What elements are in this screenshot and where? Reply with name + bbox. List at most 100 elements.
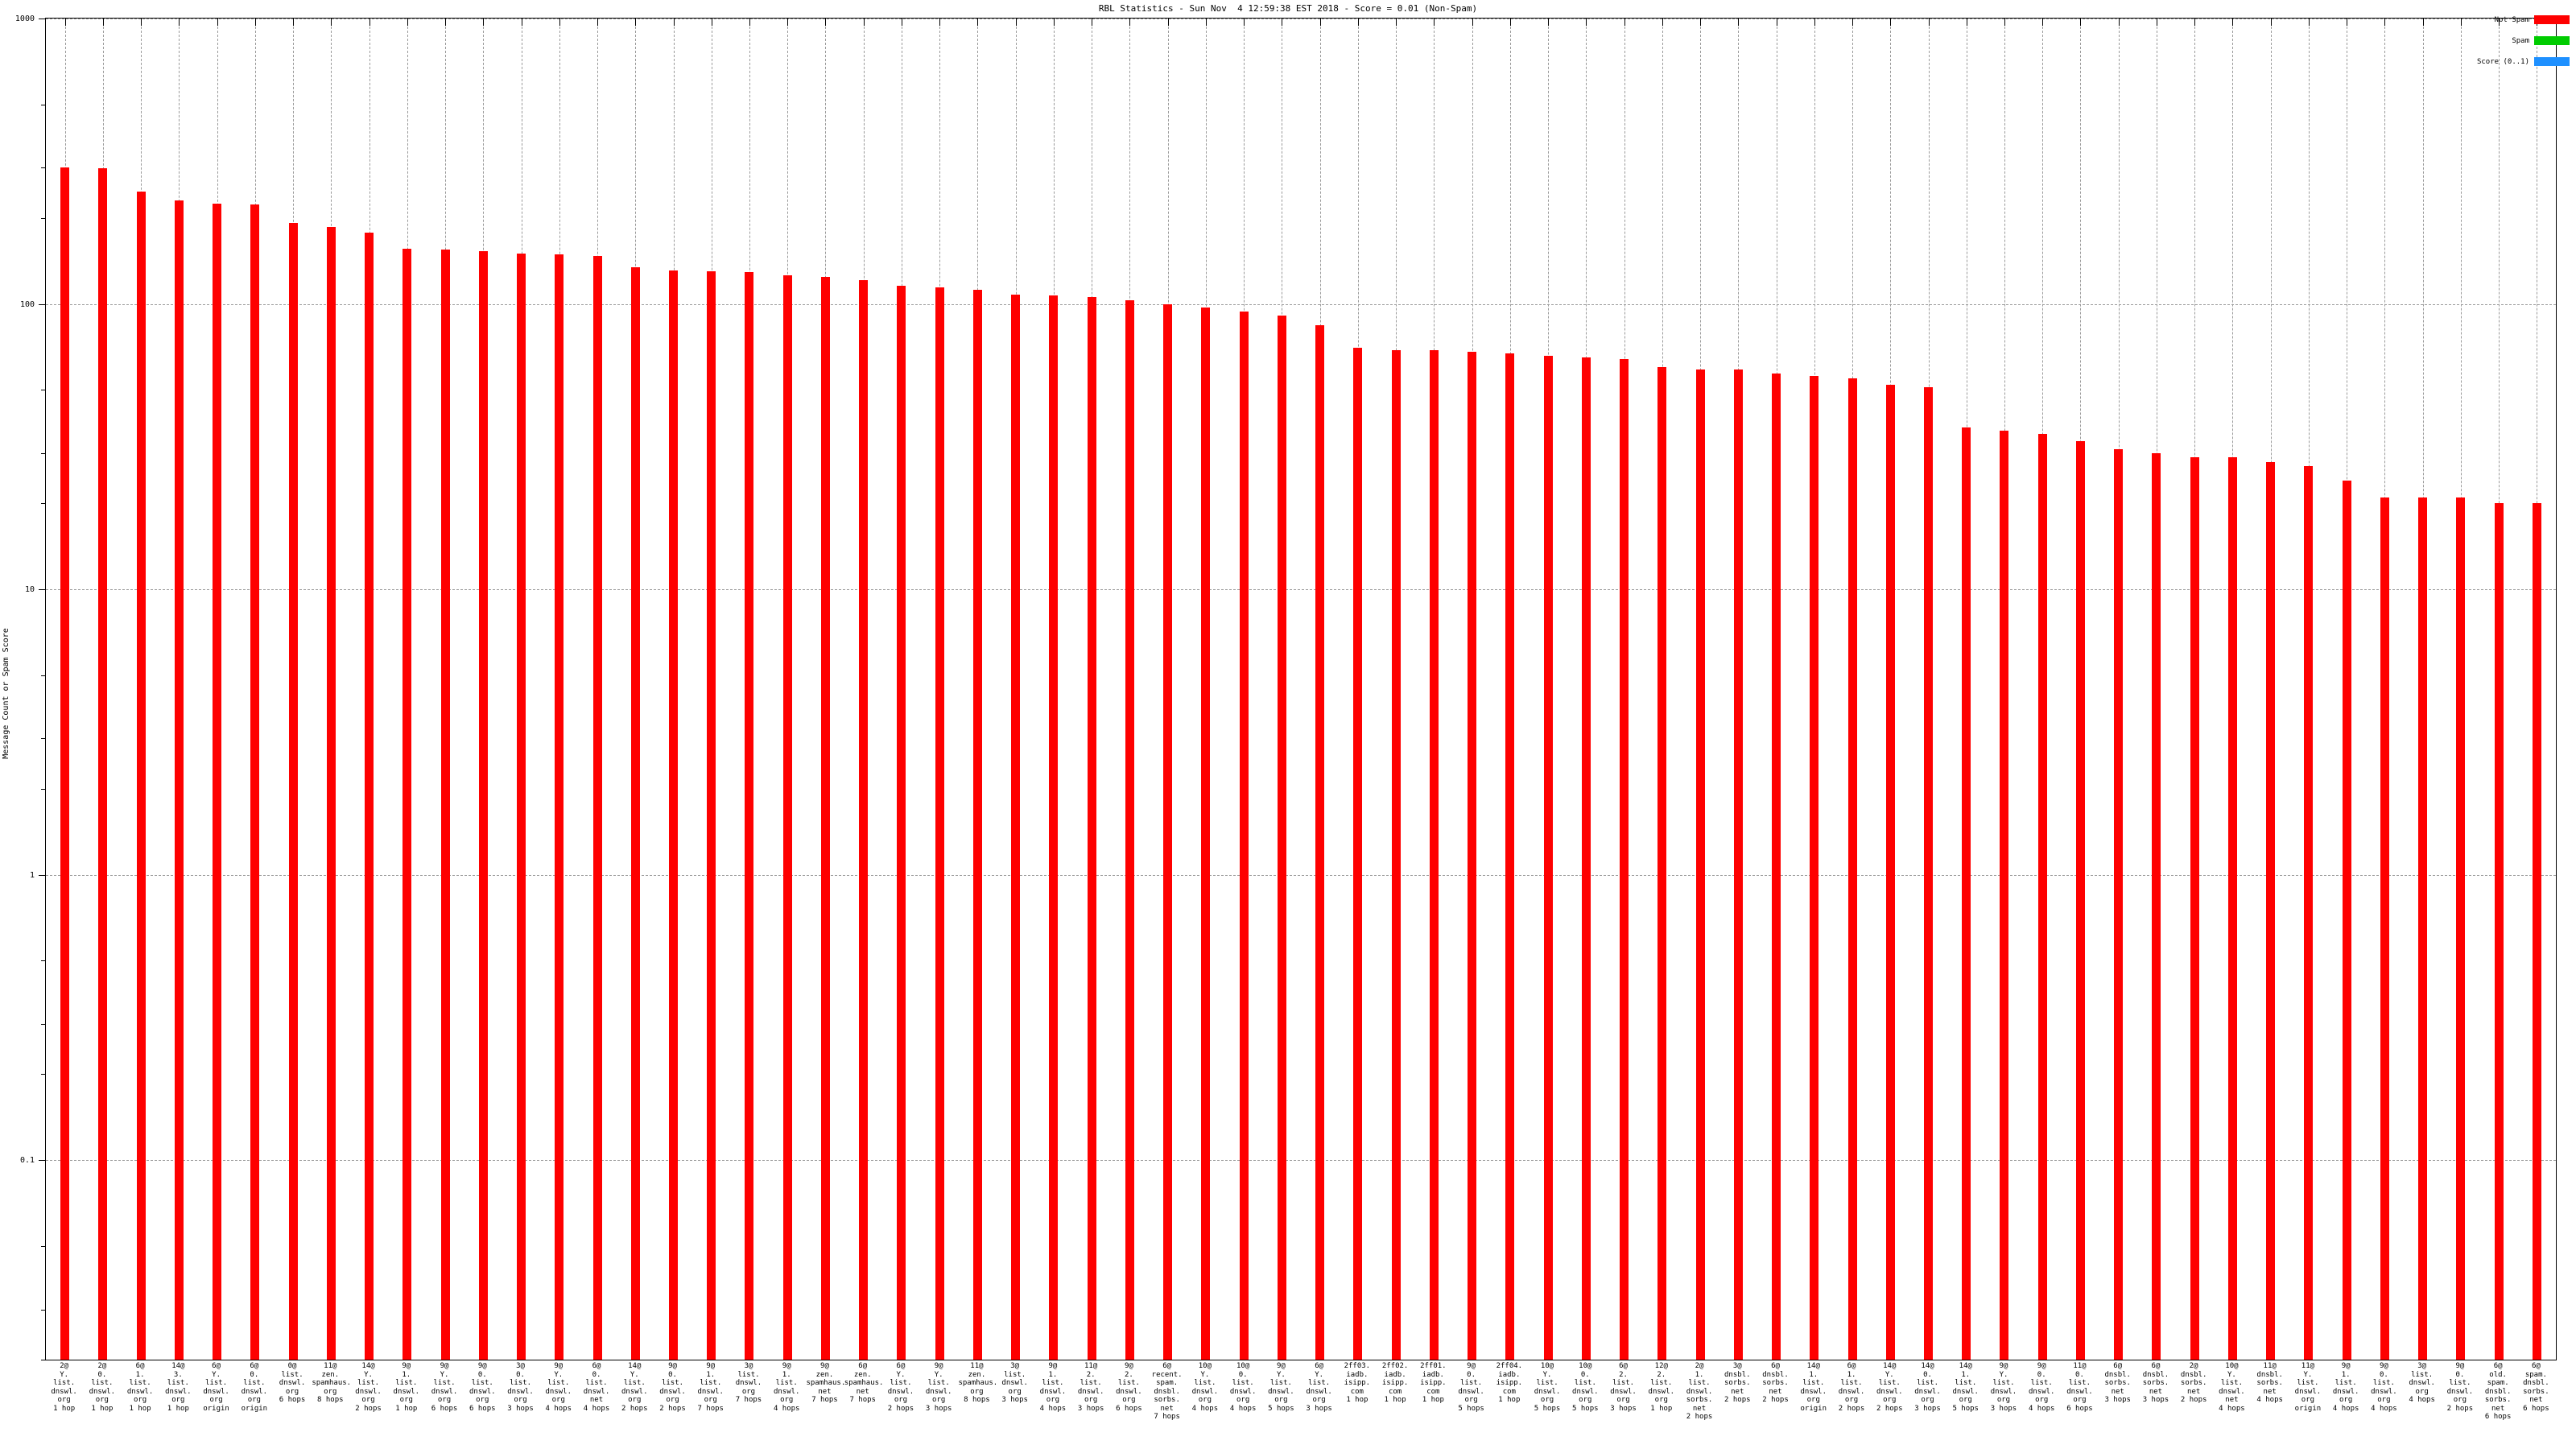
x-axis-tick-top (1396, 19, 1397, 26)
x-axis-tick-top (2270, 19, 2272, 26)
x-axis-tick-label: 9@ 0. list. dnswl. org 4 hops (2371, 1362, 2397, 1413)
x-axis-tick-label: 6@ Y. list. dnswl. org 3 hops (1306, 1362, 1332, 1413)
bar (288, 223, 298, 1360)
grid-line-horizontal (46, 874, 2556, 876)
x-axis-tick-label: 11@ 0. list. dnswl. org 6 hops (2066, 1362, 2093, 1413)
y-axis-tick (39, 303, 46, 305)
bar (2190, 457, 2199, 1360)
bar (1620, 359, 1629, 1360)
x-axis-tick-label: 3@ list. dnswl. org 7 hops (735, 1362, 762, 1404)
x-axis-tick-top (217, 19, 218, 26)
bar (1353, 348, 1363, 1360)
x-axis-tick-top (483, 19, 485, 26)
x-axis-tick-top (939, 19, 941, 26)
y-axis-minor-tick (41, 1245, 46, 1247)
grid-line-horizontal (46, 589, 2556, 591)
x-axis-tick-label: 6@ Y. list. dnswl. org origin (203, 1362, 229, 1413)
x-axis-tick-top (102, 19, 104, 26)
bar (1391, 349, 1401, 1360)
x-axis-tick-label: 10@ Y. list. dnswl. org 4 hops (1191, 1362, 1219, 1413)
bar (1581, 357, 1591, 1360)
bar (517, 254, 526, 1360)
bar (1847, 378, 1857, 1360)
x-axis-tick-top (1586, 19, 1587, 26)
x-axis-tick-label: 9@ 0. list. dnswl. org 4 hops (2028, 1362, 2055, 1413)
bar (1543, 355, 1553, 1360)
legend-label: Spam (2512, 36, 2529, 45)
bar (782, 275, 792, 1360)
x-axis-tick-label: 14@ Y. list. dnswl. org 2 hops (355, 1362, 382, 1413)
grid-line-horizontal (46, 303, 2556, 305)
x-axis-tick-label: 14@ 3. list. dnswl. org 1 hop (165, 1362, 192, 1413)
x-axis-tick-top (1700, 19, 1702, 26)
bar (1468, 351, 1477, 1360)
x-axis-tick-label: 9@ 1. list. dnswl. org 7 hops (697, 1362, 724, 1413)
x-axis-tick-label: 6@ dnsbl. sorbs. net 2 hops (1762, 1362, 1789, 1404)
bar (555, 254, 564, 1360)
bar (1315, 325, 1325, 1360)
x-axis-tick-label: 9@ Y. list. dnswl. org 5 hops (1268, 1362, 1294, 1413)
x-axis-tick-top (2308, 19, 2310, 26)
y-axis-tick-label: 100 (19, 299, 35, 309)
x-axis-tick-top (1738, 19, 1740, 26)
bar (1695, 369, 1705, 1360)
x-axis-tick-top (977, 19, 979, 26)
x-axis-tick-label: 2@ 0. list. dnswl. org 1 hop (89, 1362, 116, 1413)
legend-label: Score (0..1) (2476, 57, 2529, 66)
x-axis-tick-top (179, 19, 180, 26)
y-axis-minor-tick (41, 503, 46, 505)
x-axis-tick-label: 2ff04. iadb. isipp. com 1 hop (1496, 1362, 1523, 1404)
x-axis-tick-top (825, 19, 827, 26)
bar (2114, 448, 2124, 1360)
bar (326, 227, 336, 1360)
bar (2342, 481, 2351, 1360)
bar (1163, 303, 1173, 1360)
x-axis-tick-label: 11@ zen. spamhaus. org 8 hops (958, 1362, 998, 1404)
bar (1201, 308, 1211, 1360)
x-axis-tick-label: 10@ 0. list. dnswl. org 4 hops (1229, 1362, 1257, 1413)
bar (592, 256, 602, 1360)
bar (630, 267, 640, 1360)
x-axis-tick-top (787, 19, 789, 26)
y-axis-tick-label: 1 (29, 870, 35, 880)
x-axis-tick-label: 14@ Y. list. dnswl. org 2 hops (621, 1362, 648, 1413)
x-axis-tick-label: 3@ list. dnswl. org 3 hops (1001, 1362, 1028, 1404)
bar (2304, 466, 2314, 1360)
x-axis-labels: 2@ Y. list. dnswl. org 1 hop 2@ 0. list. … (45, 1362, 2557, 1447)
x-axis-tick-top (2232, 19, 2234, 26)
x-axis-tick-top (673, 19, 675, 26)
x-axis-tick-label: 14@ 1. list. dnswl. org origin (1800, 1362, 1827, 1413)
x-axis-tick-top (254, 19, 256, 26)
y-axis-tick-label: 0.1 (19, 1156, 35, 1166)
legend-item: Score (0..1) (2477, 56, 2570, 67)
bar (2037, 434, 2047, 1360)
bar (2152, 452, 2161, 1360)
x-axis-tick-top (2384, 19, 2386, 26)
x-axis-tick-top (1624, 19, 1625, 26)
x-axis-tick-label: 12@ 2. list. dnswl. org 1 hop (1648, 1362, 1675, 1413)
x-axis-tick-label: 6@ zen. spamhaus. net 7 hops (844, 1362, 884, 1404)
x-axis-tick-top (2080, 19, 2082, 26)
x-axis-tick-label: 3@ 0. list. dnswl. org 3 hops (507, 1362, 534, 1413)
y-axis-minor-tick (41, 1309, 46, 1311)
x-axis-tick-label: 2@ Y. list. dnswl. org 1 hop (51, 1362, 77, 1413)
legend-item: Spam (2512, 35, 2570, 46)
bar (136, 191, 146, 1360)
x-axis-tick-label: 9@ 1. list. dnswl. org 4 hops (1039, 1362, 1067, 1413)
x-axis-tick-label: 14@ 1. list. dnswl. org 5 hops (1952, 1362, 1979, 1413)
x-axis-tick-top (293, 19, 295, 26)
bar (669, 270, 678, 1360)
bar (1011, 294, 1021, 1360)
y-axis-minor-tick (41, 167, 46, 169)
x-axis-tick-top (64, 19, 66, 26)
bar (707, 271, 716, 1360)
y-axis-minor-tick (41, 1024, 46, 1026)
y-axis-tick (39, 874, 46, 876)
y-axis-tick-label: 10 (24, 585, 35, 595)
x-axis-tick-label: 2ff03. iadb. isipp. com 1 hop (1344, 1362, 1371, 1404)
bar (1429, 349, 1439, 1360)
y-axis-minor-tick (41, 675, 46, 676)
x-axis-tick-label: 9@ 0. list. dnswl. org 2 hops (2446, 1362, 2474, 1413)
y-axis-minor-tick (41, 1074, 46, 1075)
plot-area: 1000 100 10 1 0.1 Message Count or Spam Score (2, 14, 2557, 1360)
